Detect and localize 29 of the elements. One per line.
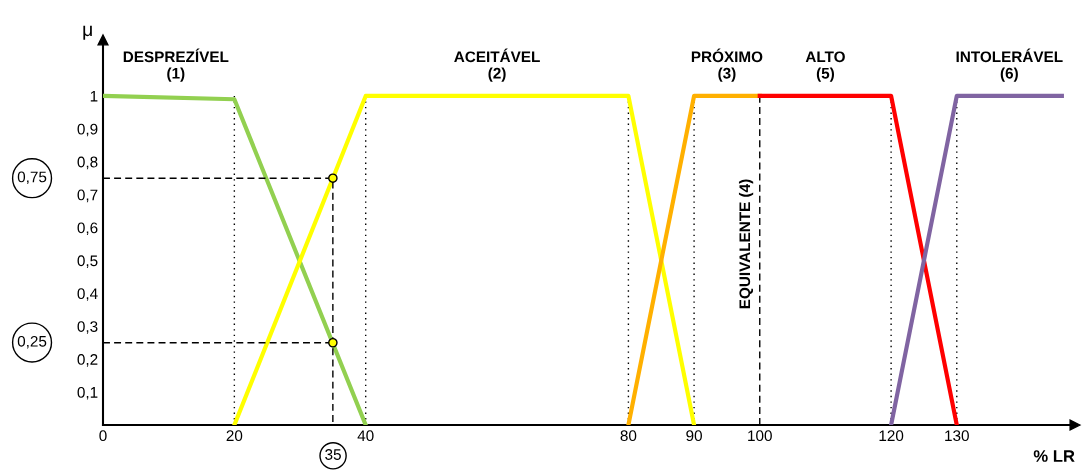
series-label: PRÓXIMO (3) (691, 48, 763, 82)
x-tick-label: 130 (945, 430, 969, 442)
text: 0,75 (17, 171, 47, 185)
y-tick-label: 0,1 (77, 386, 98, 400)
text: 0,25 (17, 335, 47, 349)
x-tick-label: 100 (748, 430, 772, 442)
y-axis-title: μ (83, 25, 92, 40)
series-label: INTOLERÁVEL (6) (956, 48, 1063, 82)
x-tick-label: 0 (99, 430, 107, 442)
x-tick-label: 90 (686, 430, 702, 442)
ref-line-label: EQUIVALENTE (4) (738, 179, 754, 309)
series-label: DESPREZÍVEL (1) (123, 48, 229, 82)
x-tick-label: 80 (620, 430, 637, 442)
y-tick-label: 1 (90, 90, 98, 102)
x-tick-label: 120 (879, 430, 904, 442)
y-tick-label: 0,4 (77, 288, 98, 301)
y-tick-label: 0,6 (77, 222, 98, 236)
y-tick-label: 0,5 (77, 255, 98, 268)
y-tick-label: 0,2 (77, 354, 98, 367)
series-label: ALTO (5) (805, 51, 845, 82)
x-tick-label: 40 (357, 430, 374, 442)
y-tick-label: 0,9 (77, 123, 98, 137)
series-label: ACEITÁVEL (2) (454, 48, 540, 82)
x-axis-title: % LR (1033, 450, 1075, 462)
x-tick-label: 20 (226, 430, 243, 442)
y-tick-label: 0,3 (77, 321, 98, 334)
y-tick-label: 0,7 (77, 189, 98, 203)
y-tick-label: 0,8 (77, 156, 98, 170)
text: 35 (325, 449, 341, 460)
